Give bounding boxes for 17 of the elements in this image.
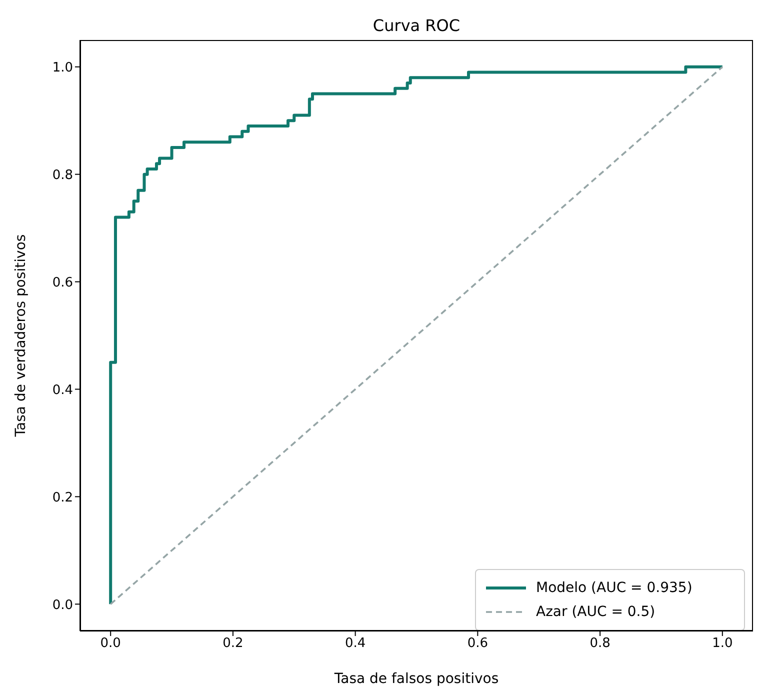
x-tick-label: 0.0 (100, 636, 121, 652)
y-axis-title: Tasa de verdaderos positivos (12, 234, 29, 438)
x-tick-label: 1.0 (712, 636, 733, 652)
legend-label: Azar (AUC = 0.5) (536, 604, 656, 620)
legend-label: Modelo (AUC = 0.935) (536, 580, 692, 596)
x-tick-label: 0.6 (467, 636, 488, 652)
y-tick-label: 0.4 (52, 382, 73, 398)
y-tick-label: 0.0 (52, 598, 73, 613)
y-tick-label: 0.2 (52, 490, 73, 506)
x-tick-label: 0.2 (222, 636, 244, 652)
y-tick-label: 0.6 (52, 275, 73, 290)
x-tick-label: 0.8 (590, 636, 610, 652)
x-tick-label: 0.4 (344, 636, 366, 652)
y-tick-label: 1.0 (52, 60, 73, 76)
y-tick-label: 0.8 (52, 168, 73, 183)
chart-title: Curva ROC (372, 16, 462, 35)
x-axis-title: Tasa de falsos positivos (333, 671, 499, 687)
